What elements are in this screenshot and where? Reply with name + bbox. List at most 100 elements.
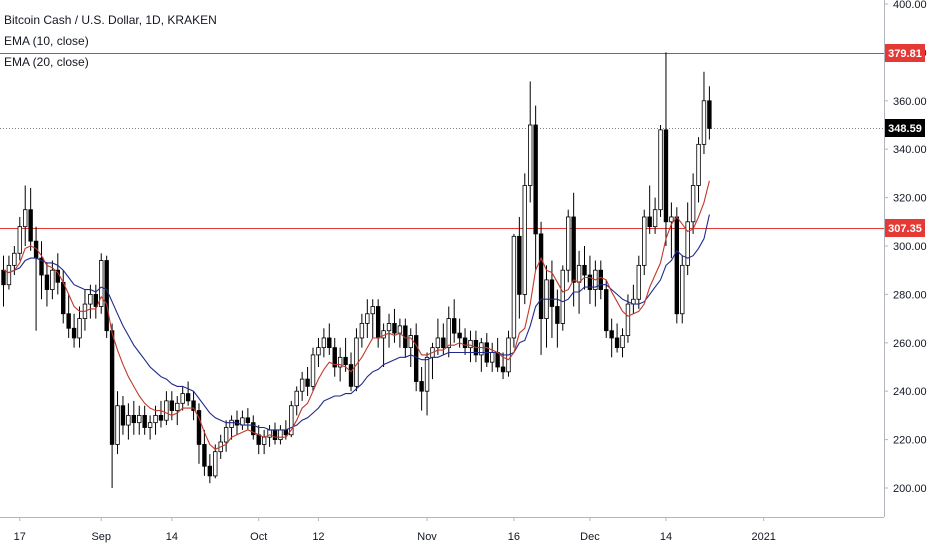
candle-down bbox=[196, 410, 202, 445]
candle-down bbox=[1, 269, 6, 286]
candle-down bbox=[185, 393, 191, 402]
candle-down bbox=[272, 429, 278, 441]
candle-up bbox=[468, 339, 473, 349]
candle-down bbox=[674, 216, 680, 315]
price-tick-label: 300.00 bbox=[893, 241, 927, 253]
candle-up bbox=[229, 419, 234, 428]
candle-up bbox=[223, 427, 229, 443]
price-axis[interactable]: 200.00 220.00 240.00 260.00 280.00 300.00 320.… bbox=[884, 0, 927, 517]
candle-up bbox=[522, 185, 527, 295]
candle-up bbox=[446, 318, 451, 349]
candle-down bbox=[28, 209, 33, 242]
candle-down bbox=[39, 257, 44, 276]
price-tick-label: 320.00 bbox=[893, 193, 927, 205]
candle-up bbox=[289, 405, 294, 436]
candle-down bbox=[419, 381, 424, 392]
candle-down bbox=[93, 293, 99, 307]
candle-up bbox=[23, 209, 28, 228]
candle-down bbox=[441, 337, 446, 349]
last-price-tag: 348.59 bbox=[888, 123, 922, 135]
candle-up bbox=[88, 293, 93, 305]
candle-up bbox=[489, 352, 495, 363]
candle-down bbox=[131, 414, 137, 424]
time-tick-label: Dec bbox=[580, 531, 600, 543]
candle-up bbox=[6, 264, 12, 286]
candle-up bbox=[370, 306, 375, 315]
candle-up bbox=[620, 335, 625, 349]
candle-down bbox=[245, 417, 251, 424]
candle-up bbox=[261, 436, 267, 445]
ema-long-legend: EMA (20, close) bbox=[4, 55, 89, 69]
candle-down bbox=[158, 414, 164, 421]
candle-up bbox=[642, 216, 647, 266]
candle-down bbox=[305, 378, 310, 387]
candle-up bbox=[566, 216, 571, 271]
candle-down bbox=[549, 279, 555, 307]
candle-down bbox=[647, 216, 652, 228]
candle-down bbox=[61, 281, 66, 315]
candle-down bbox=[191, 400, 196, 411]
candles bbox=[1, 52, 712, 488]
candle-down bbox=[348, 364, 354, 387]
candle-up bbox=[696, 143, 701, 186]
candle-up bbox=[299, 378, 305, 392]
candle-down bbox=[142, 414, 147, 428]
price-tick-label: 360.00 bbox=[893, 96, 927, 108]
candle-up bbox=[690, 185, 696, 223]
price-tick-label: 220.00 bbox=[893, 435, 927, 447]
price-tick-label: 340.00 bbox=[893, 144, 927, 156]
candle-up bbox=[126, 414, 131, 426]
candle-down bbox=[571, 216, 576, 283]
candle-up bbox=[397, 325, 403, 334]
level-price-tag-bg bbox=[885, 219, 925, 237]
price-tick-label: 400.00 bbox=[893, 0, 927, 11]
candle-up bbox=[424, 356, 430, 392]
candle-up bbox=[213, 451, 218, 477]
level-price-tag: 307.35 bbox=[888, 223, 922, 235]
candle-up bbox=[408, 335, 413, 349]
candle-down bbox=[283, 429, 289, 436]
candle-down bbox=[495, 352, 500, 368]
candle-up bbox=[294, 390, 299, 407]
candle-down bbox=[66, 313, 71, 329]
ema-short-line bbox=[3, 180, 710, 450]
last-price-tag-bg bbox=[885, 119, 925, 137]
candle-down bbox=[207, 465, 213, 477]
candle-up bbox=[636, 264, 642, 300]
candle-up bbox=[337, 356, 343, 368]
ema-short-legend: EMA (10, close) bbox=[4, 34, 89, 48]
candle-up bbox=[381, 330, 386, 339]
time-tick-label: Nov bbox=[417, 531, 437, 543]
level-price-tag: 379.81 bbox=[888, 48, 922, 60]
candle-up bbox=[180, 393, 185, 404]
candle-up bbox=[310, 354, 316, 387]
candle-down bbox=[457, 332, 462, 339]
candle-up bbox=[669, 216, 674, 223]
ema-lines bbox=[3, 180, 710, 450]
candle-up bbox=[511, 235, 517, 339]
candle-up bbox=[680, 264, 685, 315]
time-tick-label: 14 bbox=[166, 531, 178, 543]
time-axis[interactable]: 17 Sep 14 Oct 12 Nov 16 Dec 14 2021 bbox=[0, 517, 884, 543]
candle-up bbox=[560, 269, 565, 324]
candle-down bbox=[587, 274, 593, 290]
candle-down bbox=[332, 347, 337, 368]
candle-down bbox=[109, 330, 115, 445]
candle-down bbox=[104, 260, 109, 332]
price-tick-label: 240.00 bbox=[893, 386, 927, 398]
candle-up bbox=[685, 221, 690, 266]
candle-down bbox=[614, 337, 620, 349]
level-price-tag-bg bbox=[885, 44, 925, 62]
candle-down bbox=[462, 337, 468, 349]
candle-up bbox=[153, 414, 158, 424]
candle-down bbox=[202, 444, 207, 467]
candle-down bbox=[169, 400, 175, 411]
candle-up bbox=[701, 100, 707, 145]
candle-up bbox=[435, 337, 441, 349]
candle-up bbox=[386, 323, 392, 332]
candle-up bbox=[137, 414, 142, 424]
candle-up bbox=[359, 323, 365, 339]
candle-down bbox=[604, 289, 609, 332]
candle-up bbox=[17, 226, 22, 254]
